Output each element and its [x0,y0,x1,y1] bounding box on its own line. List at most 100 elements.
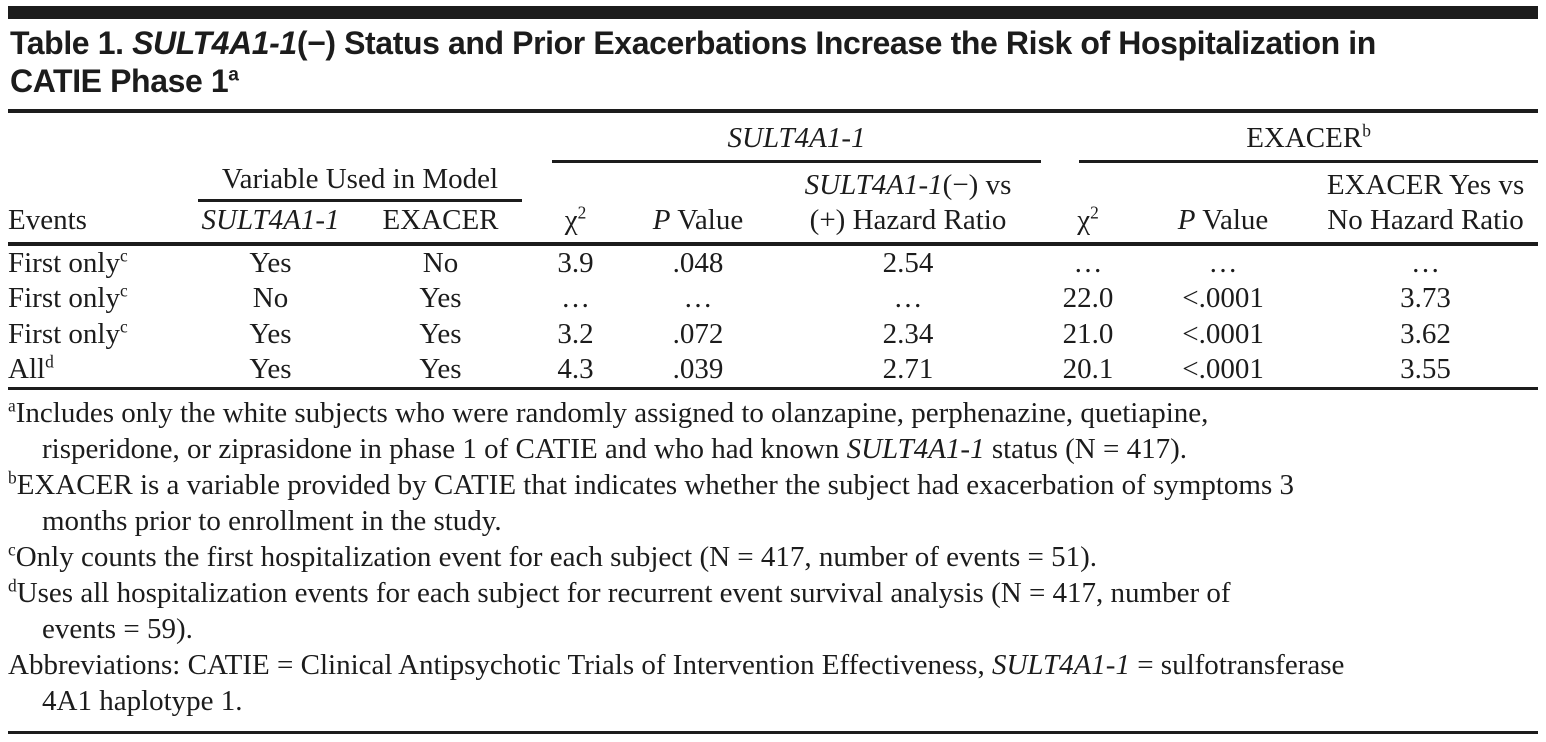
table-row: Alld Yes Yes 4.3.039 2.71 20.1 <.0001 3.55 [8,351,1539,390]
value-cell: Yes [353,352,528,390]
sub-header-row: Variable Used in Model SULT4A1-1(−) vs E… [8,163,1538,202]
value-cell: <.0001 [1133,352,1314,390]
value-cell: 2.54 [882,246,934,279]
superscript-marker: 2 [577,202,587,223]
table-row: First onlyc Yes Yes 3.2 .072 2.34 21.0 <.0001 3.… [8,316,1538,352]
value-cell: Yes [249,317,292,350]
value-cell: .072 [672,317,724,350]
value-cell: … [683,281,713,314]
text-segment: SULT4A1-1 [201,204,340,236]
value-cell: … [1208,246,1238,279]
text-segment: status (N = 417). [984,432,1187,465]
text-segment: SULT4A1-1 [991,648,1130,681]
value-cell: <.0001 [1182,281,1264,314]
text-segment: EXACER Yes vs [1326,169,1525,201]
value-cell: … [893,281,923,314]
value-cell: 2.34 [882,317,934,350]
footnote: cOnly counts the first hospitalization e… [8,539,1538,575]
value-cell: .048 [672,246,724,279]
text-segment: First only [8,246,120,279]
value-cell: … [561,281,590,314]
value-cell: Yes [419,281,462,314]
header-exacer-hazard-line2: No Hazard Ratio [1313,202,1539,246]
footnote: bEXACER is a variable provided by CATIE … [8,467,1538,539]
header-p-value-sult: P Value [623,202,773,246]
header-exacer-hazard-line1: EXACER Yes vs [1313,163,1538,202]
value-cell: Yes [419,317,462,350]
superscript-marker: c [120,315,128,336]
text-segment: Abbreviations: CATIE = Clinical Antipsyc… [8,648,992,681]
text-segment: = sulfotransferase 4A1 haplotype 1. [42,648,1345,717]
superscript-marker: b [1362,120,1371,141]
event-cell: Alld [8,351,188,390]
event-cell: First onlyc [8,316,188,352]
header-sult4a1-1-column: SULT4A1-1 [188,202,353,246]
value-cell: 2.71 [773,352,1044,390]
text-segment: SULT4A1-1 [727,122,866,154]
group-header-variable-used-in-model: Variable Used in Model [198,163,522,202]
text-segment: P [652,204,671,236]
footnote-marker: b [8,466,17,487]
footnote-marker: c [8,538,16,559]
superscript-marker: c [120,244,128,265]
table-row: First onlyc Yes No 3.9.048 2.54……… [8,244,1538,280]
value-cell: 3.9 [557,246,594,279]
paper-table-figure: Table 1. SULT4A1-1(−) Status and Prior E… [0,6,1546,734]
text-segment: All [8,352,46,385]
text-segment: Only counts the first hospitalization ev… [15,540,1098,573]
superscript-marker: c [120,279,128,300]
value-cell: … [1073,246,1103,279]
footnote: dUses all hospitalization events for eac… [8,575,1538,647]
footnote: aIncludes only the white subjects who we… [8,395,1538,467]
table-row: First onlyc No Yes … … … 22.0 <.0001 3.73 [8,280,1538,316]
text-segment: χ [564,204,578,236]
text-segment: SULT4A1-1 [132,25,297,61]
value-cell: 22.0 [1062,281,1114,314]
text-segment: Uses all hospitalization events for each… [16,576,1231,645]
superscript-marker: d [45,351,54,372]
value-cell: … [1411,246,1441,279]
text-segment: (−) Status and Prior Exacerbations Incre… [10,25,1376,99]
value-cell: 3.73 [1400,281,1451,314]
text-segment: SULT4A1-1 [846,432,985,465]
group-header-exacer: EXACERb [1079,120,1539,163]
value-cell: 21.0 [1062,317,1114,350]
header-sult-hazard-line1: SULT4A1-1(−) vs [773,163,1043,202]
text-segment: Includes only the white subjects who wer… [15,396,1209,465]
header-exacer-column: EXACER [353,202,528,246]
text-segment: P [1177,204,1196,236]
text-segment: EXACER is a variable provided by CATIE t… [16,468,1294,537]
value-cell: Yes [188,352,353,390]
column-header-row: Events SULT4A1-1 EXACER χ2 P Value (+) H… [8,202,1539,246]
text-segment: Value [670,204,744,236]
table-title: Table 1. SULT4A1-1(−) Status and Prior E… [8,19,1538,113]
event-cell: First onlyc [8,280,188,316]
value-cell: 3.55 [1313,352,1539,390]
value-cell: 4.3 [528,352,623,390]
group-header-row: SULT4A1-1 EXACERb [8,113,1539,163]
superscript-marker: 2 [1090,202,1099,223]
table-header: SULT4A1-1 EXACERb Variable Used in Model… [8,113,1539,246]
text-segment: First only [8,281,120,314]
top-rule-bar [8,6,1538,19]
group-header-sult4a1-1: SULT4A1-1 [552,122,1042,163]
footnote: Abbreviations: CATIE = Clinical Antipsyc… [8,647,1538,719]
text-segment: First only [8,317,120,350]
header-sult-hazard-line2: (+) Hazard Ratio [773,202,1044,246]
value-cell: 20.1 [1043,352,1134,390]
results-table: SULT4A1-1 EXACERb Variable Used in Model… [8,113,1539,390]
footnote-marker: a [8,394,16,415]
footnote-marker: d [8,574,17,595]
superscript-marker: a [228,64,239,86]
group-spacer [8,113,528,163]
text-segment: EXACER [1246,122,1363,154]
text-segment: χ [1077,204,1091,236]
text-segment: Value [1195,204,1269,236]
footnotes: aIncludes only the white subjects who we… [8,390,1538,734]
event-cell: First onlyc [8,244,188,280]
value-cell: 3.62 [1400,317,1451,350]
header-chi-square-exacer: χ2 [1043,202,1134,246]
value-cell: No [422,246,459,279]
text-segment: Variable Used in Model [221,163,499,195]
header-chi-square-sult: χ2 [528,202,623,246]
